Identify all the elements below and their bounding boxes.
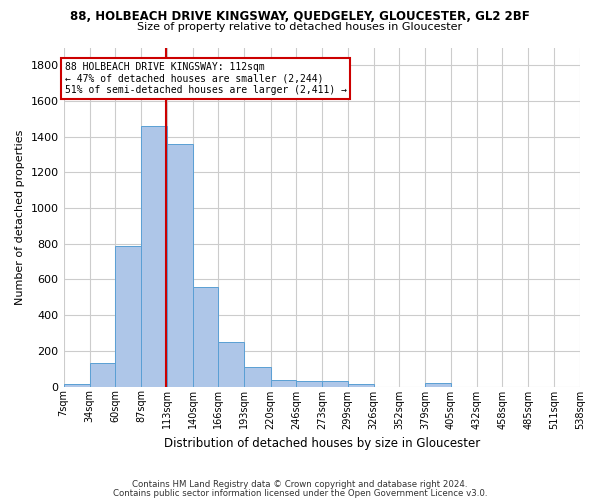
Bar (193, 286, 218, 386)
Bar (425, 383, 451, 386)
Bar (322, 381, 347, 386)
Bar (142, 126, 167, 386)
Bar (244, 367, 271, 386)
Bar (90, 364, 115, 386)
Bar (218, 342, 244, 386)
Bar (271, 380, 296, 386)
Bar (347, 384, 374, 386)
Text: 88 HOLBEACH DRIVE KINGSWAY: 112sqm
← 47% of detached houses are smaller (2,244)
: 88 HOLBEACH DRIVE KINGSWAY: 112sqm ← 47%… (65, 62, 347, 95)
X-axis label: Distribution of detached houses by size in Gloucester: Distribution of detached houses by size … (164, 437, 480, 450)
Bar (296, 381, 322, 386)
Text: Contains public sector information licensed under the Open Government Licence v3: Contains public sector information licen… (113, 488, 487, 498)
Text: Contains HM Land Registry data © Crown copyright and database right 2024.: Contains HM Land Registry data © Crown c… (132, 480, 468, 489)
Bar (115, 246, 142, 386)
Text: 88, HOLBEACH DRIVE KINGSWAY, QUEDGELEY, GLOUCESTER, GL2 2BF: 88, HOLBEACH DRIVE KINGSWAY, QUEDGELEY, … (70, 10, 530, 23)
Y-axis label: Number of detached properties: Number of detached properties (15, 130, 25, 304)
Bar (167, 144, 193, 386)
Text: Size of property relative to detached houses in Gloucester: Size of property relative to detached ho… (137, 22, 463, 32)
Bar (64, 384, 90, 386)
